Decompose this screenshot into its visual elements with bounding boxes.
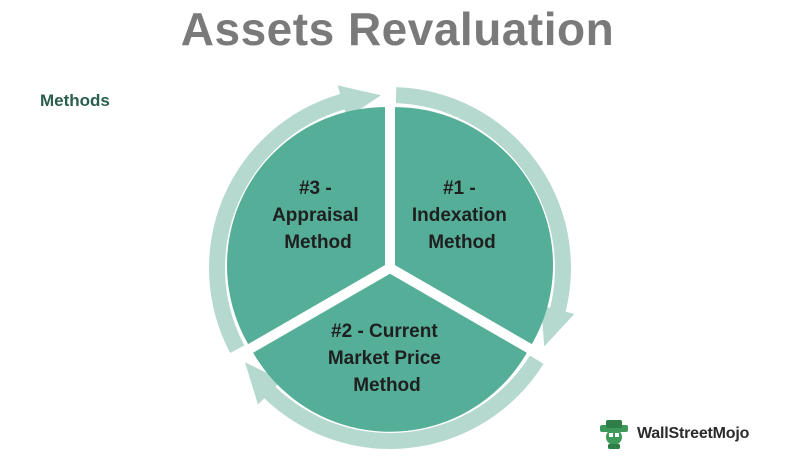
segment-1-line-2: Indexation [412, 205, 507, 226]
brand-name: WallStreetMojo [637, 425, 750, 442]
segment-2-label: #2 - Current Market Price Method [328, 321, 446, 396]
segment-3-label: #3 - Appraisal Method [272, 178, 364, 253]
pie-segment-2 [253, 273, 527, 432]
segment-3-line-2: Appraisal [272, 205, 359, 226]
pie-segment-3 [227, 107, 385, 345]
segment-3-line-1: #3 - [299, 178, 332, 199]
segment-2-line-3: Method [353, 375, 421, 396]
subtitle: Methods [40, 91, 110, 110]
segment-2-line-2: Market Price [328, 348, 441, 369]
pie-segment-1 [395, 107, 553, 345]
segment-1-label: #1 - Indexation Method [412, 178, 512, 253]
segment-1-line-3: Method [428, 232, 496, 253]
cycle-arrow-1 [395, 87, 575, 347]
pie-segments [227, 107, 553, 432]
segment-3-line-3: Method [284, 232, 352, 253]
page-title: Assets Revaluation [180, 3, 615, 55]
segment-2-line-1: #2 - Current [331, 321, 438, 342]
wallstreetmojo-logo-icon [600, 420, 628, 449]
brand-watermark: WallStreetMojo [597, 418, 749, 450]
segment-labels: #1 - Indexation Method #2 - Current Mark… [272, 178, 512, 396]
cycle-arrow-ring [209, 85, 575, 450]
cycle-arrow-3 [209, 85, 381, 353]
cycle-arrow-2 [244, 355, 544, 450]
segment-1-line-1: #1 - [443, 178, 476, 199]
